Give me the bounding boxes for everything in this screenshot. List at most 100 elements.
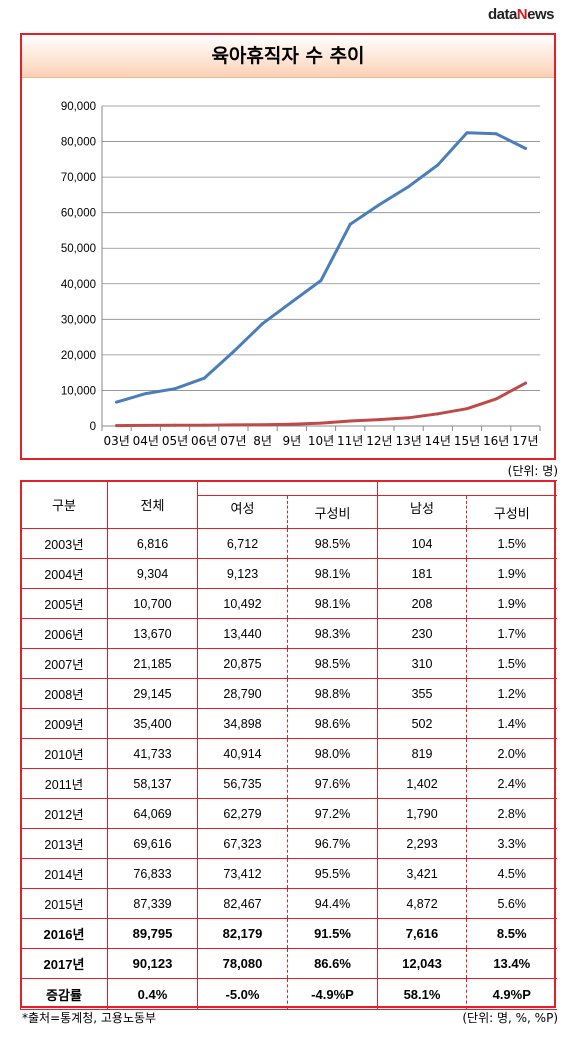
- table-cell: 2.4%: [466, 768, 557, 799]
- row-label: 2005년: [20, 588, 108, 619]
- header-male: 남성: [377, 495, 467, 529]
- table-cell: 12,043: [377, 948, 467, 979]
- table-cell: 1.7%: [466, 618, 557, 649]
- table-cell: 95.5%: [287, 858, 378, 889]
- table-cell: 62,279: [197, 798, 288, 829]
- x-tick-label: 03년: [103, 434, 129, 448]
- row-label: 증감률: [20, 978, 108, 1010]
- table-cell: 13,670: [107, 618, 198, 649]
- row-label: 2014년: [20, 858, 108, 889]
- data-point: [377, 418, 381, 422]
- table-cell: 98.1%: [287, 588, 378, 619]
- table-cell: 8.5%: [466, 918, 557, 949]
- data-point: [173, 387, 177, 391]
- header-female: 여성: [197, 495, 288, 529]
- x-tick-label: 06년: [191, 434, 217, 448]
- table-cell: 98.5%: [287, 528, 378, 559]
- unit-note: (단위: 명, %, %P): [462, 1011, 558, 1025]
- table-cell: 104: [377, 528, 467, 559]
- table-cell: 2.8%: [466, 798, 557, 829]
- table-row: 증감률 0.4% -5.0% -4.9%P 58.1% 4.9%P: [20, 978, 557, 1010]
- row-label: 2016년: [20, 918, 108, 949]
- table-cell: 86.6%: [287, 948, 378, 979]
- y-tick-label: 90,000: [61, 101, 96, 113]
- table-cell: 91.5%: [287, 918, 378, 949]
- data-point: [115, 424, 119, 428]
- table-row: 2017년 90,123 78,080 86.6% 12,043 13.4%: [20, 948, 557, 979]
- y-tick-label: 20,000: [61, 350, 96, 362]
- table-cell: 40,914: [197, 738, 288, 769]
- y-tick-label: 10,000: [61, 385, 96, 397]
- x-tick-label: 13년: [395, 434, 421, 448]
- table-cell: 1,402: [377, 768, 467, 799]
- table-cell: 208: [377, 588, 467, 619]
- row-label: 2017년: [20, 948, 108, 979]
- data-point: [231, 350, 235, 354]
- header-category: 구분: [20, 480, 108, 529]
- row-label: 2004년: [20, 558, 108, 589]
- table-cell: 10,492: [197, 588, 288, 619]
- table-cell: 96.7%: [287, 828, 378, 859]
- y-tick-label: 80,000: [61, 137, 96, 149]
- row-label: 2010년: [20, 738, 108, 769]
- table-cell: 64,069: [107, 798, 198, 829]
- table-cell: 56,735: [197, 768, 288, 799]
- data-point: [465, 407, 469, 411]
- table-cell: 82,179: [197, 918, 288, 949]
- x-tick-label: 9년: [282, 434, 301, 448]
- data-point: [436, 163, 440, 167]
- table-cell: 2.0%: [466, 738, 557, 769]
- x-tick-label: 17년: [512, 434, 538, 448]
- x-tick-label: 07년: [220, 434, 246, 448]
- table-cell: 58,137: [107, 768, 198, 799]
- x-tick-label: 14년: [425, 434, 451, 448]
- table-cell: 41,733: [107, 738, 198, 769]
- series-line-female: [115, 131, 527, 404]
- table-cell: 1.5%: [466, 648, 557, 679]
- table-cell: 13.4%: [466, 948, 557, 979]
- data-point: [407, 416, 411, 420]
- source-note: *출처=통계청, 고용노동부: [22, 1011, 157, 1025]
- table-cell: 98.1%: [287, 558, 378, 589]
- data-point: [523, 381, 527, 385]
- x-tick-label: 15년: [454, 434, 480, 448]
- table-cell: 20,875: [197, 648, 288, 679]
- table-row: 2014년 76,833 73,412 95.5% 3,421 4.5%: [20, 858, 557, 889]
- table-row: 2003년 6,816 6,712 98.5% 104 1.5%: [20, 528, 557, 559]
- table-cell: 29,145: [107, 678, 198, 709]
- table-cell: 3,421: [377, 858, 467, 889]
- data-point: [319, 421, 323, 425]
- table-cell: 310: [377, 648, 467, 679]
- table-cell: 98.8%: [287, 678, 378, 709]
- x-tick-label: 04년: [133, 434, 159, 448]
- data-point: [173, 423, 177, 427]
- table-cell: 97.2%: [287, 798, 378, 829]
- table-cell: 4.5%: [466, 858, 557, 889]
- data-point: [202, 376, 206, 380]
- table-cell: 1.9%: [466, 558, 557, 589]
- chart-title: 육아휴직자 수 추이: [22, 35, 554, 78]
- row-label: 2009년: [20, 708, 108, 739]
- header-male-group: [377, 480, 557, 496]
- table-cell: 819: [377, 738, 467, 769]
- table-cell: 355: [377, 678, 467, 709]
- x-tick-label: 10년: [308, 434, 334, 448]
- row-label: 2013년: [20, 828, 108, 859]
- table-cell: 97.6%: [287, 768, 378, 799]
- table-cell: 2,293: [377, 828, 467, 859]
- row-label: 2008년: [20, 678, 108, 709]
- table-cell: 1,790: [377, 798, 467, 829]
- table-cell: 78,080: [197, 948, 288, 979]
- table-cell: -5.0%: [197, 978, 288, 1010]
- x-tick-label: 16년: [483, 434, 509, 448]
- table-cell: 6,816: [107, 528, 198, 559]
- table-cell: 4.9%P: [466, 978, 557, 1010]
- table-cell: 181: [377, 558, 467, 589]
- data-point: [261, 423, 265, 427]
- y-tick-label: 0: [90, 421, 96, 433]
- table-cell: 89,795: [107, 918, 198, 949]
- table-cell: 98.0%: [287, 738, 378, 769]
- table-row: 2011년 58,137 56,735 97.6% 1,402 2.4%: [20, 768, 557, 799]
- table-cell: 0.4%: [107, 978, 198, 1010]
- table-row: 2010년 41,733 40,914 98.0% 819 2.0%: [20, 738, 557, 769]
